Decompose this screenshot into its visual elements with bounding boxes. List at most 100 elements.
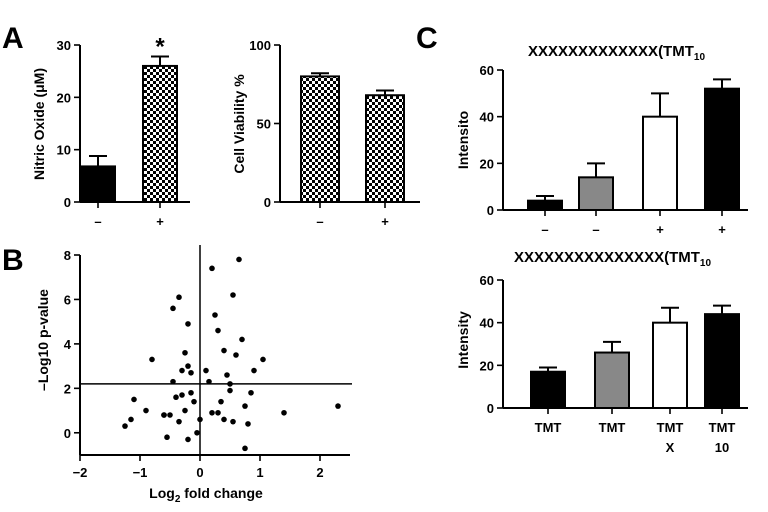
b-point xyxy=(209,265,215,272)
a1-category-label: – xyxy=(94,214,101,229)
c1-ytick-label: 20 xyxy=(480,156,494,171)
a1-category-label: + xyxy=(156,214,164,229)
b-point xyxy=(227,387,233,394)
c1-ytick-label: 0 xyxy=(487,203,494,218)
b-point xyxy=(143,407,149,414)
b-ytick-label: 4 xyxy=(64,337,72,352)
b-point xyxy=(170,305,176,312)
b-point xyxy=(173,394,179,401)
a1-bar xyxy=(142,64,178,203)
c2-ytick-label: 0 xyxy=(487,401,494,416)
a2-bar xyxy=(365,94,405,203)
b-point xyxy=(179,367,185,374)
c2-bar xyxy=(652,321,688,409)
b-point xyxy=(182,407,188,414)
b-xtick-label: −2 xyxy=(73,465,88,480)
b-point xyxy=(221,416,227,423)
c2-category-label: TMT xyxy=(709,420,736,435)
c1-header-main: XXXXXXXXXXXXX(TMT xyxy=(528,43,694,60)
a2-ytick-label: 50 xyxy=(257,117,271,132)
c1-category-label: + xyxy=(656,222,664,237)
b-point xyxy=(242,403,248,409)
a1-bar xyxy=(80,165,116,203)
b-point xyxy=(236,256,242,263)
a1-ytick-label: 30 xyxy=(57,38,71,53)
b-point xyxy=(230,418,236,425)
b-point xyxy=(218,398,224,405)
b-point xyxy=(239,336,245,343)
b-xtick-label: 0 xyxy=(196,465,203,480)
b-point xyxy=(209,409,215,416)
panel-label-b: B xyxy=(2,244,24,277)
a1-ytick-label: 20 xyxy=(57,90,71,105)
c1-bar xyxy=(578,176,614,211)
c2-category-label: TMT xyxy=(657,420,684,435)
c1-header-sub: 10 xyxy=(694,52,706,63)
b-point xyxy=(128,416,134,423)
b-point xyxy=(335,403,341,409)
c2-bar xyxy=(594,351,630,409)
a1-ytick-label: 0 xyxy=(64,195,71,210)
c1-header: XXXXXXXXXXXXX(TMT10 xyxy=(528,43,705,63)
b-point xyxy=(176,294,182,301)
c2-ytick-label: 60 xyxy=(480,273,494,288)
b-point xyxy=(170,378,176,385)
b-point xyxy=(167,412,173,418)
a2-category-label: + xyxy=(381,214,389,229)
c1-ylabel: Intensito xyxy=(455,111,471,169)
b-point xyxy=(212,312,218,318)
c1-bar xyxy=(642,115,678,211)
c1-category-label: – xyxy=(541,222,548,237)
c1-ytick-label: 40 xyxy=(480,110,494,125)
b-xtick-label: 2 xyxy=(316,465,323,480)
b-point xyxy=(188,389,194,396)
c2-category-label: TMT xyxy=(599,420,626,435)
b-point xyxy=(164,434,170,441)
b-point xyxy=(179,392,185,398)
c1-bar xyxy=(527,199,563,212)
b-ylabel: –Log10 p-value xyxy=(35,289,51,391)
b-point xyxy=(188,369,194,376)
b-xlabel-sub: 2 xyxy=(175,494,181,505)
b-point xyxy=(248,389,254,396)
a2-ytick-label: 100 xyxy=(249,38,271,53)
c2-ylabel: Intensity xyxy=(455,311,471,369)
a1-ylabel: Nitric Oxide (μM) xyxy=(31,68,47,180)
b-xtick-label: 1 xyxy=(256,465,263,480)
a2-ylabel: Cell Viability % xyxy=(231,74,247,174)
c1-bar xyxy=(704,87,740,211)
b-point xyxy=(185,363,191,369)
b-point xyxy=(182,349,188,356)
c1-category-label: – xyxy=(592,222,599,237)
a2-ytick-label: 0 xyxy=(264,195,271,210)
b-point xyxy=(185,321,191,327)
a1-significance-mark: * xyxy=(155,34,165,61)
b-point xyxy=(242,445,248,452)
b-point xyxy=(221,347,227,354)
c2-category-label: TMT xyxy=(535,420,562,435)
b-ytick-label: 0 xyxy=(64,426,71,441)
b-point xyxy=(215,327,221,334)
panel-label-c: C xyxy=(416,22,438,55)
b-point xyxy=(203,367,209,374)
b-point xyxy=(122,423,128,429)
b-ytick-label: 8 xyxy=(64,248,71,263)
b-point xyxy=(245,421,251,427)
b-point xyxy=(206,378,212,385)
b-point xyxy=(161,412,167,418)
c2-header: XXXXXXXXXXXXXXX(TMT10 xyxy=(514,249,711,269)
c1-ytick-label: 60 xyxy=(480,63,494,78)
b-ytick-label: 2 xyxy=(64,381,71,396)
b-xlabel-main: Log xyxy=(149,485,175,501)
b-point xyxy=(281,409,287,416)
c2-ytick-label: 40 xyxy=(480,316,494,331)
b-point xyxy=(185,436,191,443)
c1-category-label: + xyxy=(718,222,726,237)
b-point xyxy=(176,418,182,425)
b-point xyxy=(194,429,200,436)
b-point xyxy=(230,292,236,298)
c2-bar xyxy=(704,313,740,409)
b-point xyxy=(233,352,239,358)
a2-category-label: – xyxy=(316,214,323,229)
